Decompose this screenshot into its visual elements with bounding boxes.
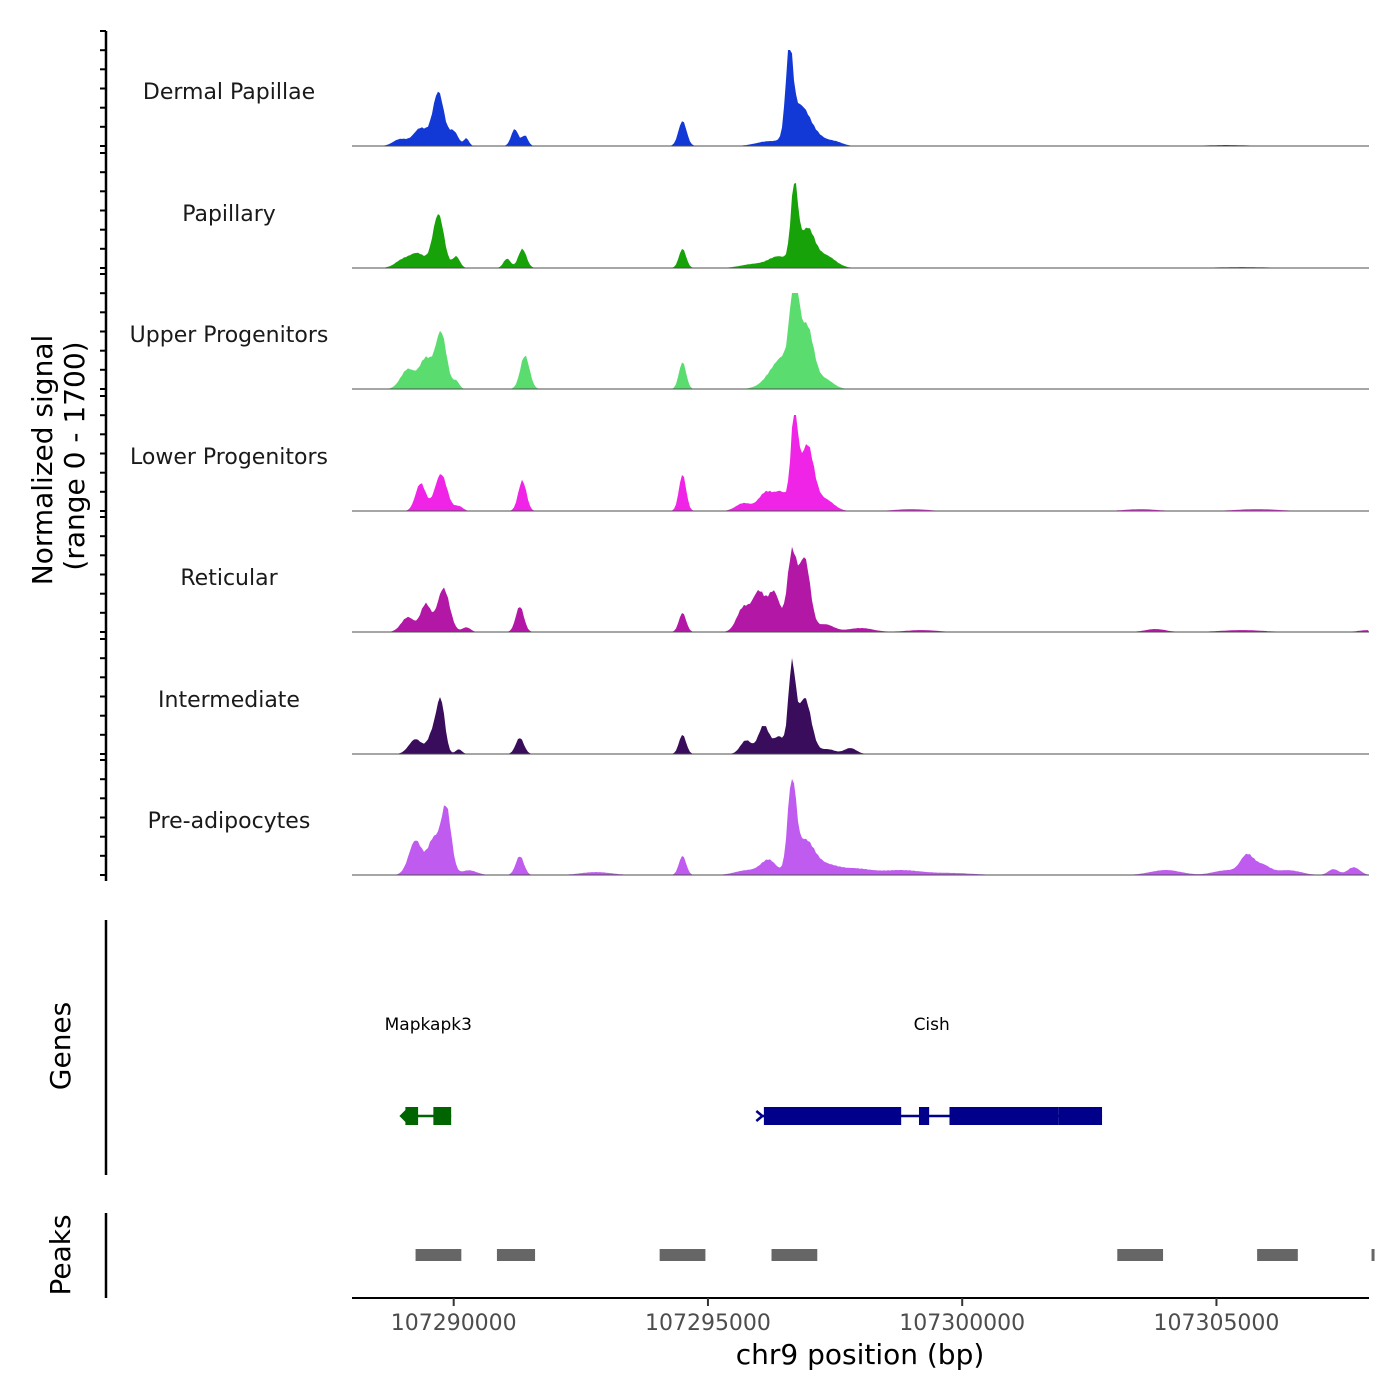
signal-area (352, 658, 1369, 754)
track-label: Pre-adipocytes (148, 809, 311, 834)
gene-exon (1058, 1107, 1103, 1125)
track-intermediate: Intermediate (158, 658, 1369, 755)
gene-mapkapk3: Mapkapk3 (385, 1015, 472, 1125)
peak-region (415, 1249, 462, 1261)
gene-exon (949, 1107, 1059, 1125)
gene-exon (918, 1107, 930, 1125)
track-label: Lower Progenitors (130, 445, 328, 470)
signal-area (352, 415, 1369, 511)
strand-arrow (755, 1110, 765, 1122)
genes-track: Mapkapk3 Cish (385, 1015, 1103, 1125)
track-label: Reticular (180, 566, 278, 591)
gene-label: Cish (914, 1015, 950, 1035)
y-axis-range: (range 0 - 1700) (58, 341, 91, 570)
signal-area (352, 546, 1369, 632)
x-axis-title: chr9 position (bp) (736, 1338, 985, 1371)
x-tick-label: 107305000 (1153, 1311, 1279, 1336)
strand-arrow (399, 1108, 408, 1124)
signal-area (352, 50, 1369, 146)
track-label: Upper Progenitors (130, 323, 329, 348)
gene-exon (433, 1107, 452, 1125)
y-axis-title: Normalized signal (26, 335, 59, 586)
signal-area (352, 293, 1369, 389)
peak-region (496, 1249, 536, 1261)
x-tick-label: 107300000 (899, 1311, 1025, 1336)
gene-cish: Cish (755, 1015, 1103, 1125)
track-label: Dermal Papillae (143, 80, 315, 105)
signal-y-axis (100, 30, 108, 881)
peak-region (659, 1249, 706, 1261)
peaks-track (415, 1249, 1375, 1261)
track-dermal-papillae: Dermal Papillae (143, 50, 1369, 147)
track-lower-progenitors: Lower Progenitors (130, 415, 1369, 512)
x-tick-label: 107295000 (645, 1311, 771, 1336)
track-label: Papillary (182, 202, 276, 227)
track-label: Intermediate (158, 688, 300, 713)
signal-area (352, 779, 1369, 875)
peak-region (1371, 1249, 1375, 1261)
peak-region (1117, 1249, 1164, 1261)
peak-region (1257, 1249, 1298, 1261)
genes-track-title: Genes (44, 1002, 77, 1090)
gene-label: Mapkapk3 (385, 1015, 472, 1035)
track-papillary: Papillary (182, 183, 1369, 269)
gene-exon (405, 1107, 419, 1125)
coverage-tracks: Dermal Papillae Papillary Upper Progenitor… (130, 50, 1369, 876)
track-upper-progenitors: Upper Progenitors (130, 293, 1369, 390)
gene-exon (763, 1107, 902, 1125)
peak-region (771, 1249, 818, 1261)
signal-area (352, 183, 1369, 268)
x-tick-label: 107290000 (391, 1311, 517, 1336)
x-axis-ticks: 107290000 107295000 107300000 107305000 (391, 1298, 1279, 1336)
track-pre-adipocytes: Pre-adipocytes (148, 779, 1369, 876)
track-reticular: Reticular (180, 546, 1369, 633)
peaks-track-title: Peaks (44, 1214, 77, 1295)
